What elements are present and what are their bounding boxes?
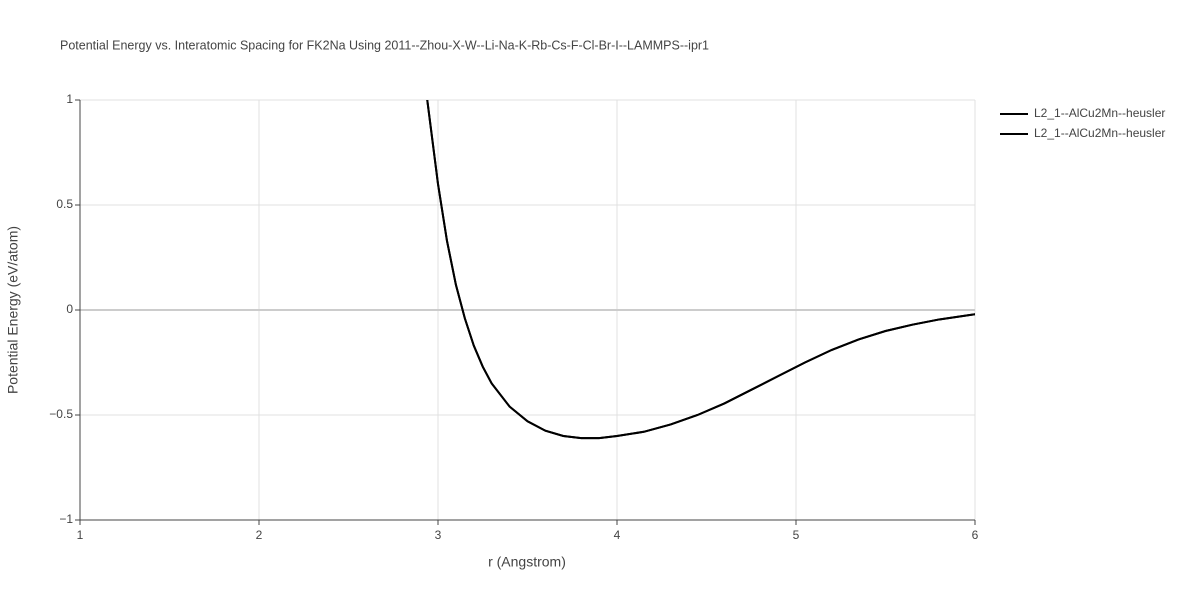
y-tick-label: −0.5 xyxy=(49,407,73,421)
legend-label: L2_1--AlCu2Mn--heusler xyxy=(1034,126,1165,140)
x-tick-label: 6 xyxy=(972,528,979,542)
y-tick-label: −1 xyxy=(59,512,73,526)
y-tick-label: 0.5 xyxy=(56,197,73,211)
series-line xyxy=(426,100,975,440)
y-tick-label: 1 xyxy=(66,92,73,106)
y-axis-label: Potential Energy (eV/atom) xyxy=(5,226,21,394)
x-tick-label: 2 xyxy=(256,528,263,542)
x-tick-label: 1 xyxy=(77,528,84,542)
chart-title: Potential Energy vs. Interatomic Spacing… xyxy=(60,38,709,52)
legend-label: L2_1--AlCu2Mn--heusler xyxy=(1034,106,1165,120)
series-line xyxy=(426,100,975,440)
x-tick-label: 3 xyxy=(435,528,442,542)
x-tick-label: 5 xyxy=(793,528,800,542)
x-tick-label: 4 xyxy=(614,528,621,542)
y-tick-label: 0 xyxy=(66,302,73,316)
x-axis-label: r (Angstrom) xyxy=(488,554,566,570)
